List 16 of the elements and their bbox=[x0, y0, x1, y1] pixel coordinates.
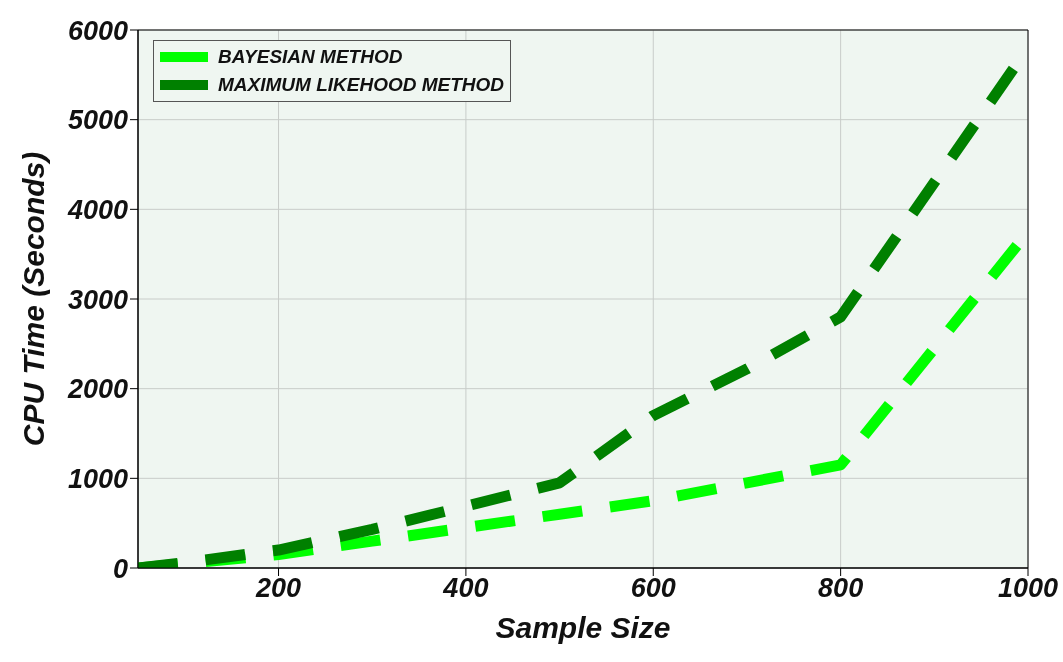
x-tick-label: 400 bbox=[442, 573, 489, 604]
y-tick-label: 5000 bbox=[67, 105, 128, 136]
x-axis-title: Sample Size bbox=[495, 611, 671, 644]
y-tick-label: 4000 bbox=[66, 194, 128, 225]
legend-label: BAYESIAN METHOD bbox=[218, 46, 403, 68]
y-axis-title: CPU Time (Seconds) bbox=[16, 151, 50, 447]
y-tick-label: 1000 bbox=[67, 463, 128, 494]
y-tick-label: 3000 bbox=[67, 284, 128, 315]
y-tick-label: 0 bbox=[112, 553, 128, 584]
x-tick-label: 800 bbox=[818, 573, 864, 604]
y-tick-label: 6000 bbox=[67, 15, 128, 46]
x-tick-label: 600 bbox=[630, 573, 676, 604]
x-tick-label: 1000 bbox=[997, 573, 1059, 604]
legend-label: MAXIMUM LIKEHOOD METHOD bbox=[218, 74, 505, 96]
x-tick-label: 200 bbox=[255, 573, 302, 604]
y-tick-label: 2000 bbox=[66, 374, 128, 405]
